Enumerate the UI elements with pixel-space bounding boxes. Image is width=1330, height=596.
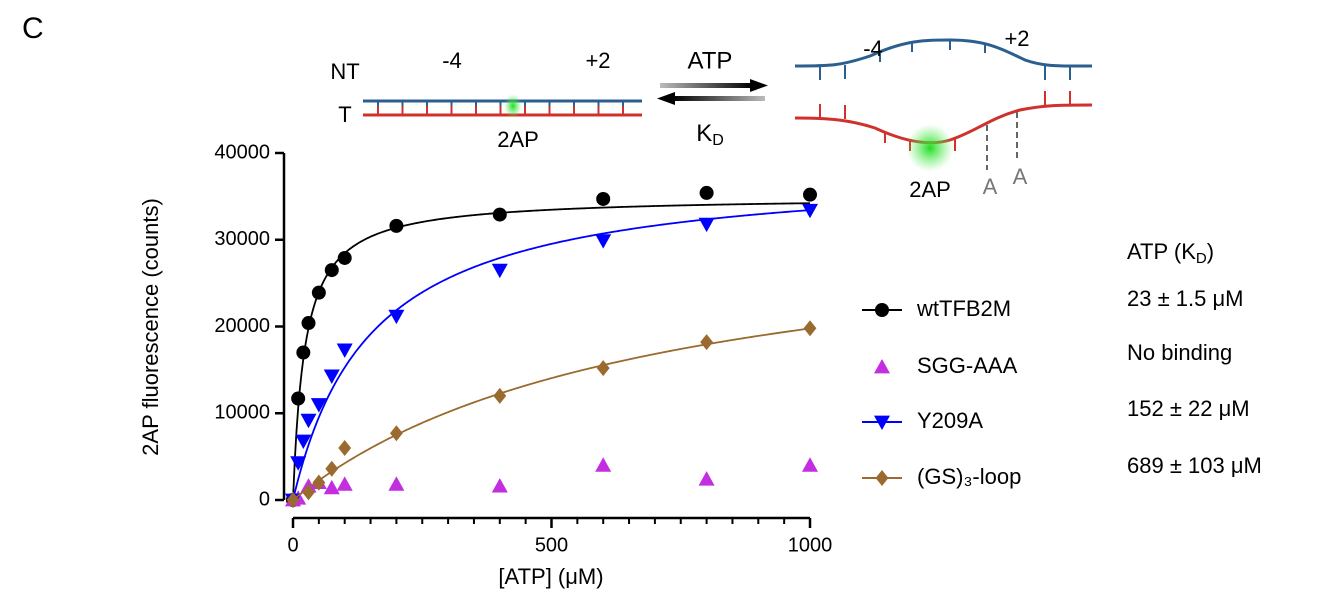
nt-label: NT xyxy=(330,59,359,84)
data-point xyxy=(595,457,612,472)
kd-value: 152 ± 22 μM xyxy=(1127,396,1250,421)
x-tick-label: 500 xyxy=(535,534,568,556)
kd-value: 23 ± 1.5 μM xyxy=(1127,286,1243,311)
data-point xyxy=(595,234,612,249)
position-label: -4 xyxy=(442,48,462,73)
kd-k: K xyxy=(696,120,712,147)
data-point xyxy=(286,492,300,508)
data-point xyxy=(300,413,317,429)
data-point xyxy=(388,309,405,325)
kd-label: KD xyxy=(696,120,724,149)
data-point xyxy=(596,360,610,377)
data-point xyxy=(290,456,307,471)
data-point xyxy=(337,250,352,265)
a-label: A xyxy=(983,174,998,199)
data-point xyxy=(491,478,508,493)
legend-marker xyxy=(875,470,889,486)
data-point xyxy=(698,217,715,233)
data-point xyxy=(802,457,818,472)
legend-label: wtTFB2M xyxy=(916,296,1011,321)
x-tick-label: 1000 xyxy=(788,534,833,556)
y-tick-label: 0 xyxy=(259,488,270,510)
data-point xyxy=(596,191,611,206)
data-point xyxy=(323,369,340,384)
data-point xyxy=(803,320,817,337)
data-point xyxy=(491,263,508,279)
kd-header: ATP (KD) xyxy=(1127,239,1214,267)
data-point xyxy=(802,203,818,219)
closed-duplex xyxy=(363,94,642,118)
data-point xyxy=(311,285,326,300)
data-point xyxy=(493,387,507,404)
fit-curve xyxy=(292,209,811,501)
data-point xyxy=(310,398,327,413)
legend-label: (GS)₃-loop xyxy=(917,464,1021,489)
a-label: A xyxy=(1013,164,1028,189)
kd-header-sub: D xyxy=(1196,250,1207,267)
fit-curve xyxy=(292,327,811,501)
data-point xyxy=(336,343,353,358)
x-tick-label: 0 xyxy=(287,534,298,556)
data-point xyxy=(699,185,714,200)
open-duplex xyxy=(794,38,1093,172)
legend-marker xyxy=(875,303,889,317)
data-point xyxy=(302,484,315,501)
data-point xyxy=(301,316,316,331)
t-label: T xyxy=(338,102,351,127)
y-tick-label: 10000 xyxy=(214,402,270,424)
data-point xyxy=(492,207,507,222)
kd-header-text: ATP (K xyxy=(1127,239,1196,264)
data-point xyxy=(323,479,340,495)
kd-header-end: ) xyxy=(1207,239,1214,264)
2ap-label: 2AP xyxy=(497,127,539,152)
data-point xyxy=(336,476,353,491)
data-point xyxy=(312,474,326,491)
y-axis-label: 2AP fluorescence (counts) xyxy=(138,198,163,456)
y-tick-label: 20000 xyxy=(214,315,270,337)
y-tick-label: 30000 xyxy=(214,228,270,250)
kd-sub: D xyxy=(712,132,724,149)
legend-label: SGG-AAA xyxy=(917,353,1018,378)
data-point xyxy=(324,263,339,278)
fit-curve xyxy=(292,202,811,501)
data-point xyxy=(338,439,352,456)
kd-value: No binding xyxy=(1127,340,1232,365)
legend-marker xyxy=(874,359,890,374)
position-label: -4 xyxy=(863,36,883,61)
data-point xyxy=(389,218,404,233)
position-label: +2 xyxy=(1004,26,1029,51)
legend-label: Y209A xyxy=(917,408,983,433)
y-tick-label: 40000 xyxy=(214,141,270,163)
data-point xyxy=(296,345,311,360)
data-point xyxy=(325,460,339,477)
data-point xyxy=(388,476,405,491)
data-point xyxy=(291,391,306,406)
plot: 0 10000 20000 30000 40000 0 500 1000 wtTFB2M 23 ±… xyxy=(214,141,1261,556)
data-point xyxy=(390,425,403,442)
2ap-label: 2AP xyxy=(909,177,951,202)
panel-label: C xyxy=(22,12,44,45)
x-axis-label: [ATP] (μM) xyxy=(498,564,603,589)
position-label: +2 xyxy=(585,48,610,73)
data-point xyxy=(698,471,715,486)
atp-label: ATP xyxy=(688,47,733,74)
data-point xyxy=(295,434,312,450)
data-point xyxy=(700,334,713,351)
data-point xyxy=(803,187,817,202)
legend-marker xyxy=(874,415,890,430)
kd-value: 689 ± 103 μM xyxy=(1127,453,1262,478)
equilibrium-arrows xyxy=(657,79,768,105)
